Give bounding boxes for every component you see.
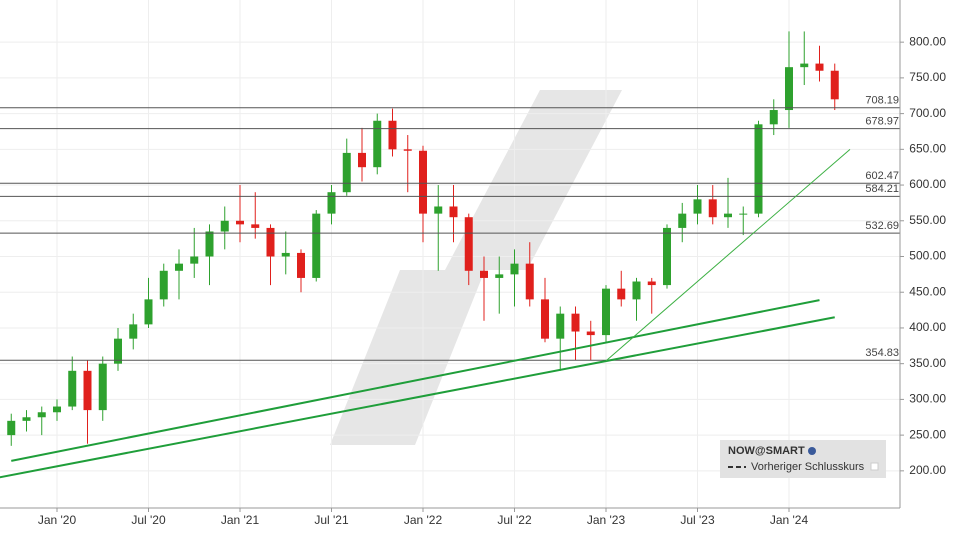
watermark bbox=[330, 90, 622, 445]
candle-body bbox=[754, 124, 763, 214]
candle-body bbox=[556, 313, 565, 339]
y-tick-label: 700.00 bbox=[909, 106, 946, 120]
legend-icon bbox=[808, 447, 816, 455]
legend-previous-close: Vorheriger Schlusskurs bbox=[751, 461, 865, 473]
candle-body bbox=[434, 206, 443, 214]
level-label: 354.83 bbox=[865, 347, 899, 359]
legend: NOW@SMART Vorheriger Schlusskurs bbox=[720, 440, 886, 478]
x-tick-label: Jul '22 bbox=[497, 513, 532, 527]
candle-body bbox=[800, 63, 809, 68]
candle-body bbox=[419, 150, 427, 214]
trendline bbox=[605, 148, 851, 362]
y-tick-label: 500.00 bbox=[909, 249, 946, 263]
candle-body bbox=[175, 263, 183, 271]
candle-body bbox=[617, 288, 626, 300]
candle-body bbox=[190, 256, 199, 264]
y-tick-label: 400.00 bbox=[909, 320, 946, 334]
x-tick-label: Jan '22 bbox=[404, 513, 443, 527]
candle-body bbox=[266, 227, 275, 257]
y-tick-label: 800.00 bbox=[909, 34, 946, 48]
candle-body bbox=[602, 288, 610, 336]
grid bbox=[0, 0, 900, 508]
candle-body bbox=[785, 67, 793, 111]
candle-body bbox=[358, 152, 366, 168]
y-tick-label: 250.00 bbox=[909, 427, 946, 441]
level-label: 532.69 bbox=[865, 220, 899, 232]
candle-body bbox=[541, 299, 549, 339]
candle-body bbox=[632, 281, 641, 300]
candle-body bbox=[312, 213, 321, 278]
trendline bbox=[11, 299, 820, 462]
candle-body bbox=[37, 412, 46, 418]
legend-box bbox=[720, 440, 886, 478]
candle-body bbox=[678, 213, 687, 228]
candle-body bbox=[708, 199, 717, 218]
candle-body bbox=[327, 192, 336, 214]
x-tick-label: Jul '23 bbox=[680, 513, 715, 527]
candle-body bbox=[815, 63, 824, 71]
candle-body bbox=[693, 199, 702, 214]
candle-body bbox=[68, 370, 77, 407]
candle-body bbox=[525, 263, 534, 300]
candle-body bbox=[388, 120, 397, 150]
candle-body bbox=[769, 110, 778, 125]
candle-body bbox=[342, 152, 351, 193]
candle-body bbox=[281, 252, 290, 257]
candle-body bbox=[83, 370, 92, 411]
candle-body bbox=[251, 224, 260, 228]
candle-body bbox=[114, 338, 122, 364]
level-label: 584.21 bbox=[865, 183, 899, 195]
level-label: 708.19 bbox=[865, 95, 899, 107]
candle-body bbox=[403, 149, 412, 151]
candle-body bbox=[586, 331, 595, 336]
legend-symbol: NOW@SMART bbox=[728, 445, 805, 457]
candle-body bbox=[373, 120, 382, 168]
y-tick-label: 550.00 bbox=[909, 213, 946, 227]
candle-body bbox=[129, 324, 138, 339]
x-tick-label: Jul '20 bbox=[131, 513, 166, 527]
candle-body bbox=[663, 227, 671, 286]
x-tick-label: Jan '24 bbox=[770, 513, 809, 527]
y-tick-label: 750.00 bbox=[909, 70, 946, 84]
y-tick-label: 200.00 bbox=[909, 463, 946, 477]
x-tick-label: Jul '21 bbox=[314, 513, 349, 527]
candle-body bbox=[236, 220, 244, 225]
candle-body bbox=[144, 299, 153, 325]
plot bbox=[0, 31, 900, 479]
candle-body bbox=[159, 270, 168, 300]
trendline bbox=[0, 316, 835, 479]
y-tick-label: 300.00 bbox=[909, 392, 946, 406]
candle-body bbox=[510, 263, 519, 275]
candle-body bbox=[449, 206, 458, 218]
candle-body bbox=[98, 363, 107, 411]
candle-body bbox=[220, 220, 229, 232]
y-tick-label: 350.00 bbox=[909, 356, 946, 370]
level-label: 602.47 bbox=[865, 170, 899, 182]
candle-body bbox=[739, 213, 748, 215]
y-tick-label: 450.00 bbox=[909, 284, 946, 298]
candle-body bbox=[724, 213, 732, 218]
candle-body bbox=[571, 313, 580, 332]
candle-body bbox=[495, 274, 504, 278]
x-tick-label: Jan '20 bbox=[38, 513, 77, 527]
candle-body bbox=[53, 406, 61, 413]
candle-body bbox=[297, 252, 305, 278]
candle-body bbox=[464, 217, 473, 271]
candle-body bbox=[647, 281, 656, 286]
x-tick-label: Jan '21 bbox=[221, 513, 260, 527]
level-label: 678.97 bbox=[865, 116, 899, 128]
candle-body bbox=[480, 270, 488, 278]
candle-body bbox=[22, 417, 31, 421]
candle-body bbox=[205, 231, 214, 257]
x-tick-label: Jan '23 bbox=[587, 513, 626, 527]
y-tick-label: 650.00 bbox=[909, 141, 946, 155]
legend-checkbox[interactable] bbox=[870, 462, 879, 471]
candle-body bbox=[7, 420, 16, 436]
y-tick-label: 600.00 bbox=[909, 177, 946, 191]
candle-body bbox=[830, 70, 839, 100]
